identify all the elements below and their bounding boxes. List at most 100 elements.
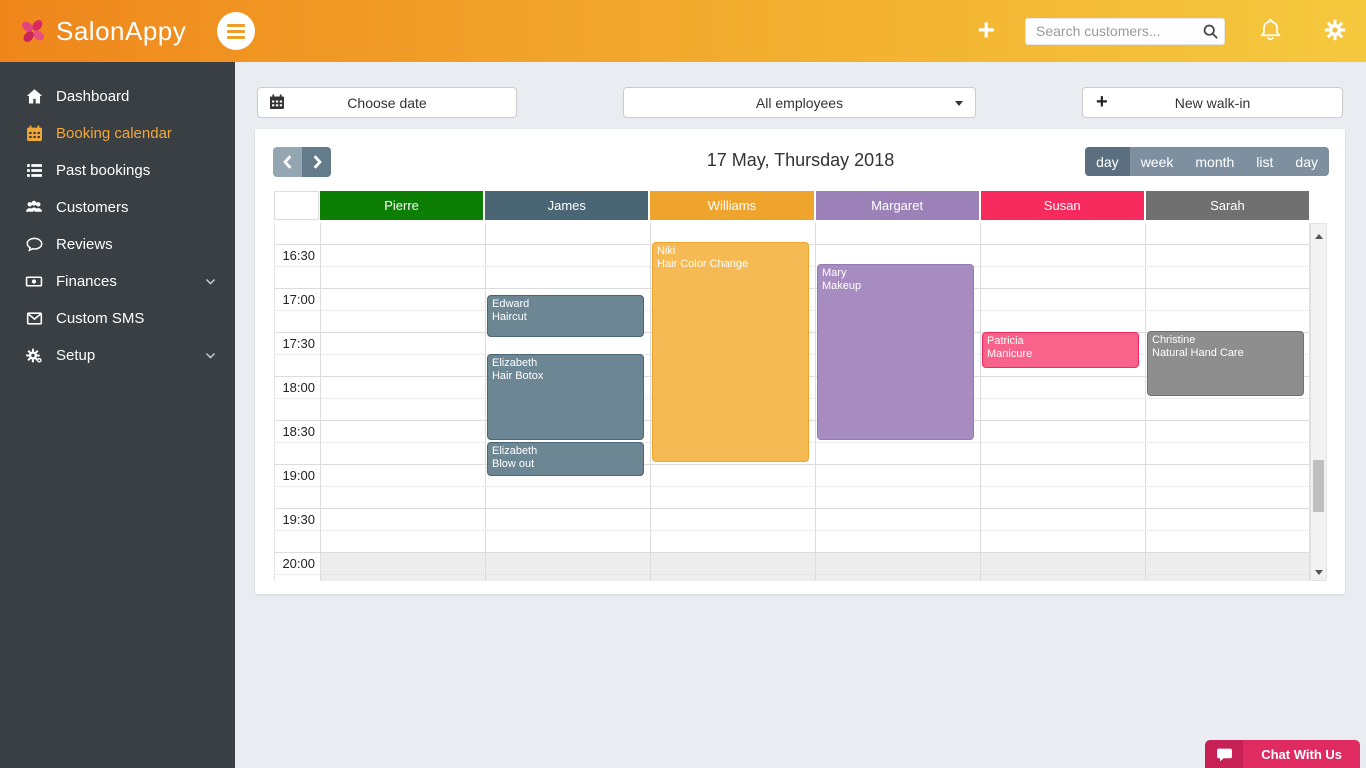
scroll-up-arrow[interactable] bbox=[1311, 226, 1326, 242]
list-icon bbox=[25, 162, 43, 180]
app-header: SalonAppy + bbox=[0, 0, 1366, 62]
next-day-button[interactable] bbox=[302, 147, 331, 177]
time-label: 19:30 bbox=[282, 512, 315, 527]
sidebar-menu: Dashboard Booking calendar Past bookings Cu… bbox=[0, 62, 235, 374]
event-service: Haircut bbox=[491, 311, 527, 323]
calendar-grid-wrap: 16:30 17:00 17:30 18:00 18:30 19:00 19:30 20:00… bbox=[274, 223, 1327, 581]
toolbar: Choose date All employees + New walk-in bbox=[235, 62, 1366, 118]
calendar-event[interactable]: Christine Natural Hand Care bbox=[1147, 331, 1304, 396]
calendar-event[interactable]: Niki Hair Color Change bbox=[651, 242, 809, 462]
employee-header-james[interactable]: James bbox=[485, 191, 649, 220]
gears-icon bbox=[25, 347, 43, 365]
event-service: Manicure bbox=[986, 348, 1033, 360]
prev-day-button[interactable] bbox=[273, 147, 302, 177]
calendar-grid[interactable]: 16:30 17:00 17:30 18:00 18:30 19:00 19:30 20:00… bbox=[274, 223, 1310, 581]
calendar-event[interactable]: Mary Makeup bbox=[817, 264, 974, 440]
grid-column-line bbox=[1309, 223, 1310, 581]
calendar-titlebar: 17 May, Thursday 2018 day week month list da… bbox=[273, 147, 1329, 177]
brand[interactable]: SalonAppy bbox=[0, 16, 186, 47]
employee-header-williams[interactable]: Williams bbox=[650, 191, 814, 220]
employee-filter-select[interactable]: All employees bbox=[623, 87, 976, 118]
choose-date-label: Choose date bbox=[347, 94, 427, 111]
sidebar-item-label: Reviews bbox=[56, 236, 113, 253]
time-label: 18:30 bbox=[282, 424, 315, 439]
choose-date-button[interactable]: Choose date bbox=[257, 87, 517, 118]
view-button-list[interactable]: list bbox=[1245, 147, 1284, 176]
calendar-scrollbar[interactable] bbox=[1310, 223, 1327, 581]
employee-header-gutter bbox=[274, 191, 319, 220]
header-actions: + bbox=[977, 16, 1366, 46]
grid-column-line bbox=[484, 223, 486, 581]
sidebar-item-label: Booking calendar bbox=[56, 125, 172, 142]
view-button-day-2[interactable]: day bbox=[1284, 147, 1329, 176]
grid-quarter-line bbox=[275, 486, 1310, 487]
quick-add-button[interactable]: + bbox=[977, 14, 995, 47]
event-customer: Christine bbox=[1152, 334, 1196, 346]
employee-header-pierre[interactable]: Pierre bbox=[320, 191, 484, 220]
event-customer: Elizabeth bbox=[491, 357, 538, 369]
chevron-down-icon bbox=[204, 275, 217, 288]
date-nav-group bbox=[273, 147, 331, 177]
sidebar-item-booking-calendar[interactable]: Booking calendar bbox=[0, 115, 235, 152]
chat-bubble-icon bbox=[1205, 740, 1244, 768]
sidebar-toggle-button[interactable] bbox=[217, 12, 255, 50]
view-switcher: day week month list day bbox=[1085, 147, 1329, 176]
calendar-event[interactable]: Elizabeth Blow out bbox=[486, 442, 644, 476]
view-button-month[interactable]: month bbox=[1184, 147, 1245, 176]
view-button-day[interactable]: day bbox=[1085, 147, 1130, 176]
scroll-down-arrow[interactable] bbox=[1311, 562, 1326, 578]
grid-hour-line bbox=[275, 464, 1310, 465]
chat-widget-button[interactable]: Chat With Us bbox=[1205, 740, 1360, 768]
sidebar-item-custom-sms[interactable]: Custom SMS bbox=[0, 300, 235, 337]
view-button-week[interactable]: week bbox=[1130, 147, 1185, 176]
new-walkin-button[interactable]: + New walk-in bbox=[1082, 87, 1343, 118]
employee-header-row: Pierre James Williams Margaret Susan Sarah bbox=[274, 191, 1310, 220]
calendar-card: 17 May, Thursday 2018 day week month list da… bbox=[255, 129, 1345, 594]
grid-hour-line bbox=[275, 552, 1310, 553]
event-customer: Niki bbox=[656, 245, 676, 257]
event-service: Natural Hand Care bbox=[1152, 347, 1244, 359]
grid-column-line bbox=[320, 223, 321, 581]
grid-quarter-line bbox=[275, 574, 1310, 575]
calendar-event[interactable]: Patricia Manicure bbox=[981, 332, 1139, 368]
sidebar-item-setup[interactable]: Setup bbox=[0, 337, 235, 374]
calendar-date-title: 17 May, Thursday 2018 bbox=[706, 150, 895, 170]
settings-gear-icon[interactable] bbox=[1324, 19, 1346, 44]
time-label: 17:30 bbox=[282, 336, 315, 351]
grid-column-line bbox=[979, 223, 981, 581]
grid-column-line bbox=[815, 223, 816, 581]
grid-hour-line bbox=[275, 508, 1310, 509]
envelope-icon bbox=[25, 310, 43, 328]
search-icon[interactable] bbox=[1202, 23, 1219, 45]
calendar-event[interactable]: Edward Haircut bbox=[486, 295, 644, 337]
calendar-icon bbox=[269, 94, 285, 113]
sidebar-item-dashboard[interactable]: Dashboard bbox=[0, 78, 235, 115]
sidebar-item-finances[interactable]: Finances bbox=[0, 263, 235, 300]
sidebar-item-customers[interactable]: Customers bbox=[0, 189, 235, 226]
time-label: 20:00 bbox=[282, 556, 315, 571]
main-content: Choose date All employees + New walk-in … bbox=[235, 62, 1366, 768]
time-label: 16:30 bbox=[282, 248, 315, 263]
sidebar-item-past-bookings[interactable]: Past bookings bbox=[0, 152, 235, 189]
users-icon bbox=[25, 199, 43, 217]
sidebar-item-label: Past bookings bbox=[56, 162, 151, 179]
new-walkin-label: New walk-in bbox=[1174, 94, 1251, 111]
search-box bbox=[1025, 17, 1225, 45]
employee-header-sarah[interactable]: Sarah bbox=[1145, 191, 1309, 220]
calendar-event[interactable]: Elizabeth Hair Botox bbox=[486, 354, 644, 440]
scrollbar-thumb[interactable] bbox=[1313, 460, 1324, 512]
time-label: 18:00 bbox=[282, 380, 315, 395]
home-icon bbox=[25, 88, 43, 106]
calendar-icon bbox=[25, 125, 43, 143]
sidebar-item-label: Setup bbox=[56, 347, 96, 364]
event-service: Makeup bbox=[822, 280, 862, 292]
sidebar: Dashboard Booking calendar Past bookings Cu… bbox=[0, 62, 235, 768]
employee-header-margaret[interactable]: Margaret bbox=[815, 191, 979, 220]
sidebar-item-label: Custom SMS bbox=[56, 310, 145, 327]
brand-name: SalonAppy bbox=[56, 15, 187, 46]
search-input[interactable] bbox=[1025, 17, 1225, 45]
notifications-bell-icon[interactable] bbox=[1259, 18, 1282, 44]
event-customer: Edward bbox=[491, 298, 530, 310]
sidebar-item-reviews[interactable]: Reviews bbox=[0, 226, 235, 263]
employee-header-susan[interactable]: Susan bbox=[980, 191, 1144, 220]
